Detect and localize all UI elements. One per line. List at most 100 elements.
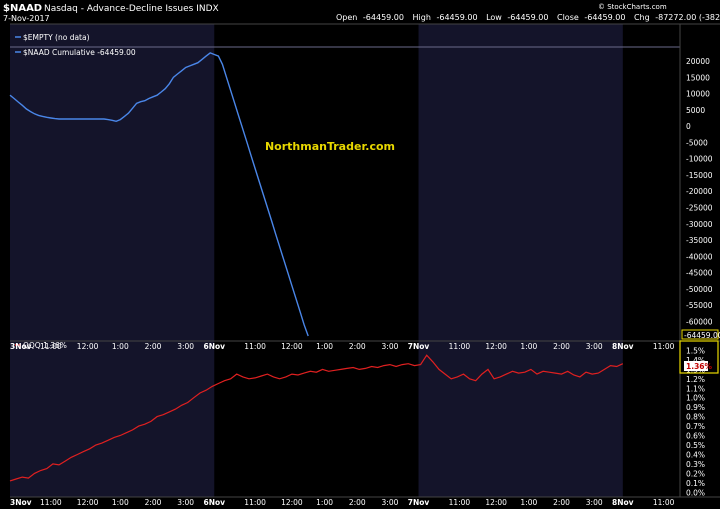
qqq-series-line [9,354,624,482]
x-tick-label: 3Nov [10,498,32,507]
open-label: Open [336,13,357,22]
symbol: $NAAD [3,3,42,14]
x-tick-label: 11:00 [40,342,62,351]
source-credit[interactable]: © StockCharts.com [598,3,667,11]
y-tick-label: 0 [686,122,691,131]
x-tick-label: 2:00 [349,342,366,351]
x-tick-label: 11:00 [449,342,471,351]
x-tick-label: 1:00 [112,498,129,507]
chg-label: Chg [634,13,650,22]
x-tick-label: 2:00 [349,498,366,507]
y-tick-label: 1.5% [686,346,705,355]
bottom-x-axis-labels: 3Nov 11:00 12:00 1:00 2:00 3:00 6Nov 11:00 12:00… [10,498,675,507]
y-tick-label: -55000 [686,301,713,310]
x-tick-label: 11:00 [40,498,62,507]
x-tick-label: 6Nov [203,498,225,507]
naad-last-value-box [681,329,719,340]
y-tick-label: 1.4% [686,356,705,365]
x-tick-label: 7Nov [408,342,430,351]
low-value: -64459.00 [507,13,548,22]
close-value: -64459.00 [584,13,625,22]
y-tick-label: -15000 [686,171,713,180]
yellow-highlight-box [679,340,719,374]
x-tick-label: 3:00 [382,498,399,507]
y-tick-label: 15000 [686,73,710,82]
x-tick-label: 12:00 [77,498,99,507]
qqq-last-value-box [684,361,708,371]
y-tick-label: -50000 [686,285,713,294]
x-tick-label: 12:00 [485,498,507,507]
x-tick-label: 2:00 [553,498,570,507]
high-label: High [413,13,431,22]
x-tick-label: 1:00 [112,342,129,351]
y-tick-label: 0.7% [686,422,705,431]
session-shading-bottom [10,341,623,497]
y-tick-label: -20000 [686,187,713,196]
y-tick-label: 5000 [686,106,705,115]
y-tick-label: 1.1% [686,384,705,393]
x-tick-label: 11:00 [653,498,675,507]
top-y-axis-ticks: 20000 15000 10000 5000 0 -5000 -10000 -15000 -20… [686,57,713,326]
y-tick-label: 10000 [686,90,710,99]
low-label: Low [486,13,502,22]
x-tick-label: 12:00 [485,342,507,351]
top-legend: $EMPTY (no data) $NAAD Cumulative -64459… [15,33,136,57]
session-shade-0 [10,24,215,341]
x-tick-label: 11:00 [653,342,675,351]
y-tick-label: -30000 [686,220,713,229]
qqq-last-value: 1.36% [686,362,713,371]
watermark: NorthmanTrader.com [265,140,395,153]
x-tick-label: 12:00 [281,498,303,507]
y-tick-label: -25000 [686,204,713,213]
high-value: -64459.00 [436,13,477,22]
y-tick-label: 20000 [686,57,710,66]
x-tick-label: 11:00 [449,498,471,507]
y-tick-label: 0.3% [686,460,705,469]
x-tick-label: 3:00 [177,498,194,507]
x-tick-label: 1:00 [520,342,537,351]
y-tick-label: 0.5% [686,441,705,450]
legend-empty-label: $EMPTY (no data) [23,33,90,42]
session-shade-1 [418,341,623,497]
open-value: -64459.00 [363,13,404,22]
y-tick-label: 0.4% [686,450,705,459]
y-tick-label: -5000 [686,138,708,147]
x-tick-label: 3:00 [177,342,194,351]
top-x-axis-labels: 3Nov 11:00 12:00 1:00 2:00 3:00 6Nov 11:00 12:00… [10,342,675,351]
y-tick-label: 1.2% [686,375,705,384]
naad-series-line [9,52,309,337]
y-tick-label: -60000 [686,317,713,326]
legend-naad-label: $NAAD Cumulative -64459.00 [23,48,136,57]
date: 7-Nov-2017 [3,14,50,23]
y-tick-label: 0.1% [686,479,705,488]
x-tick-label: 11:00 [244,342,266,351]
y-tick-label: -40000 [686,252,713,261]
chg-value: -87272.00 (-382.55%) [655,13,720,22]
x-tick-label: 2:00 [553,342,570,351]
x-tick-label: 3:00 [382,342,399,351]
y-tick-label: 0.0% [686,488,705,497]
y-tick-label: -10000 [686,155,713,164]
session-shade-0 [10,341,215,497]
x-tick-label: 8Nov [612,342,634,351]
y-tick-label: 0.9% [686,403,705,412]
y-tick-label: -35000 [686,236,713,245]
y-tick-label: 1.0% [686,394,705,403]
x-tick-label: 6Nov [203,342,225,351]
x-tick-label: 1:00 [520,498,537,507]
session-shade-1 [418,24,623,341]
x-tick-label: 12:00 [281,342,303,351]
bottom-legend: QQQ 1.36% [15,341,67,350]
x-tick-label: 3:00 [586,342,603,351]
x-tick-label: 2:00 [145,498,162,507]
close-label: Close [557,13,579,22]
y-tick-label: 0.8% [686,413,705,422]
x-tick-label: 1:00 [316,342,333,351]
x-tick-label: 2:00 [145,342,162,351]
svg-text:Open -64459.00 Hig: Open -64459.00 High -64459.00 Low -64459… [336,13,720,22]
y-tick-label: 0.2% [686,469,705,478]
description: Nasdaq - Advance-Decline Issues INDX [44,4,219,14]
x-tick-label: 1:00 [316,498,333,507]
